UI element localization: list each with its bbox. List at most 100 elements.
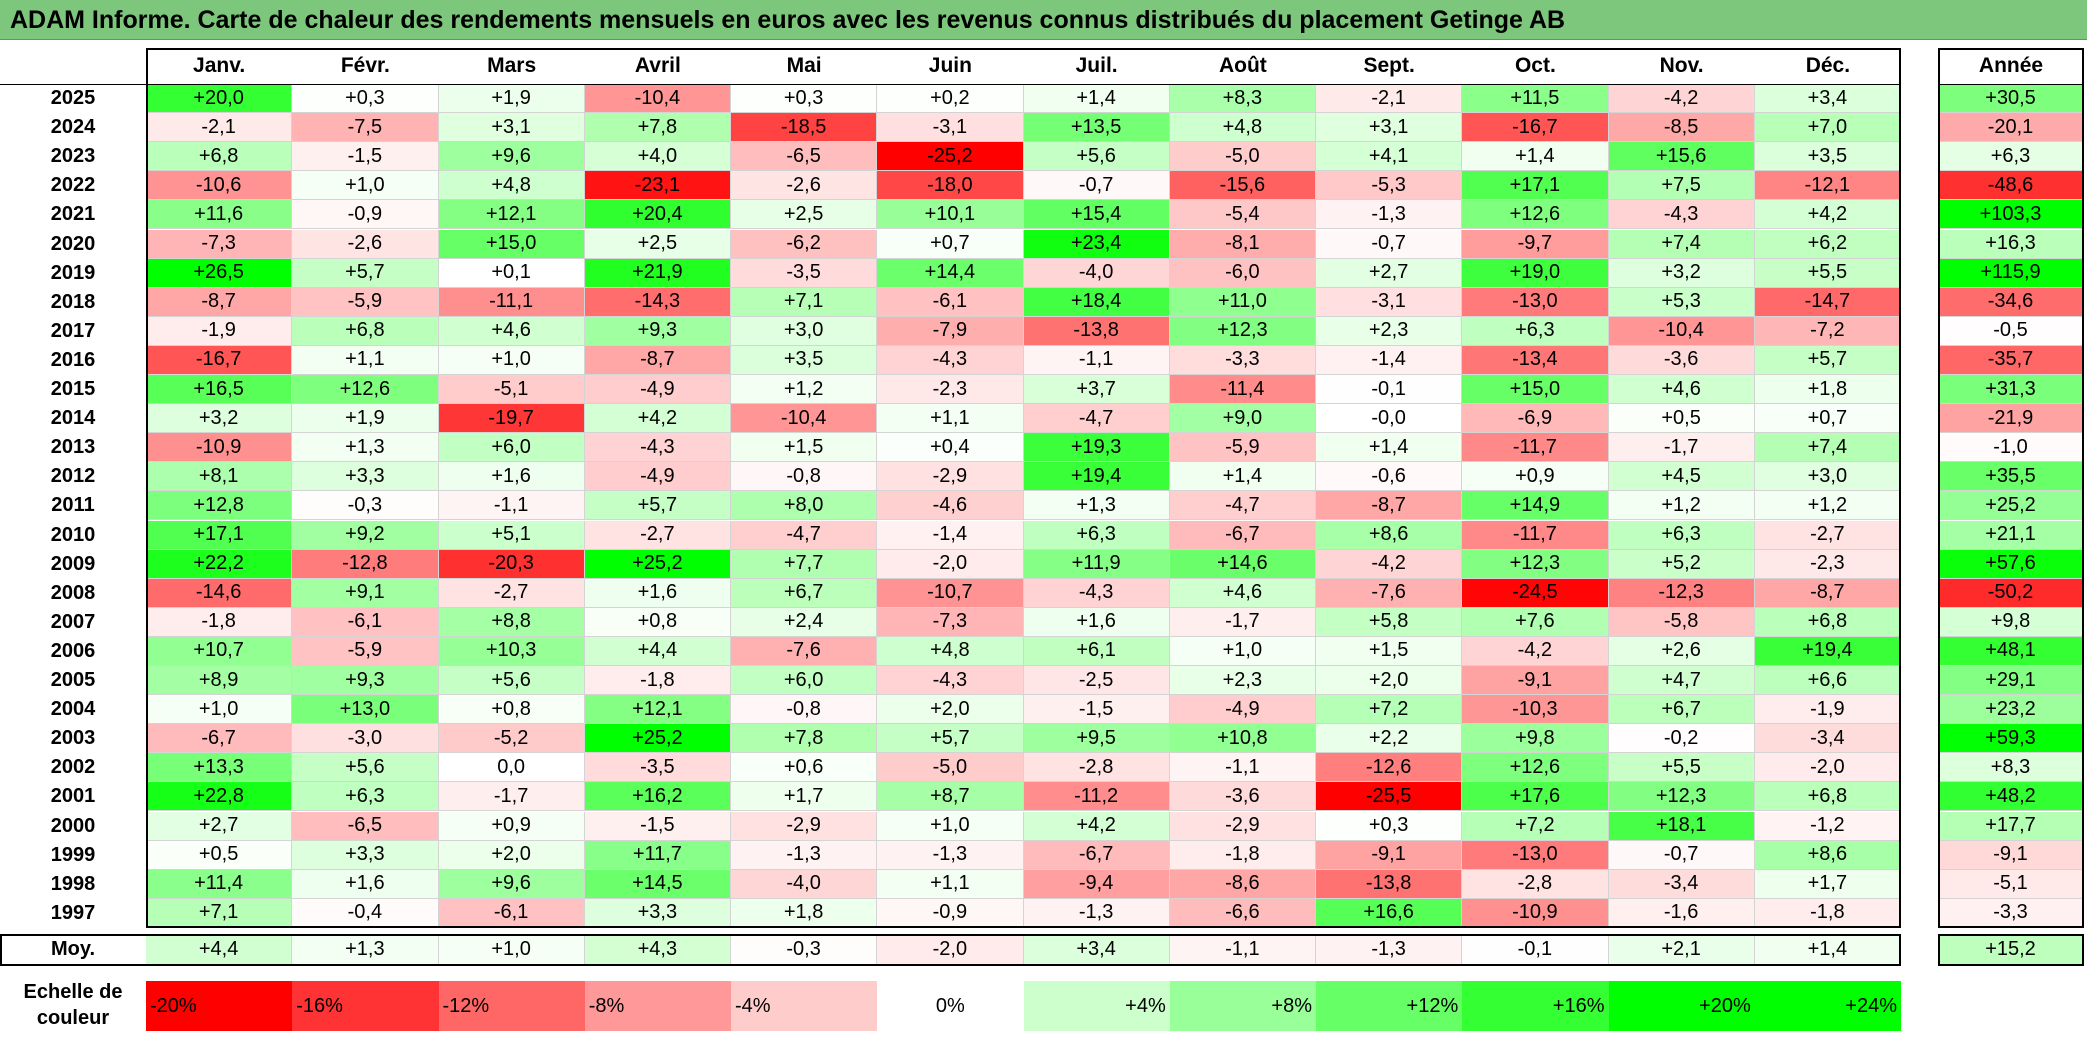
row-year-label: 2024 bbox=[50, 116, 96, 139]
color-scale-stop: +4% bbox=[1023, 981, 1170, 1031]
heatmap-cell: -3,5 bbox=[584, 753, 731, 783]
heatmap-cell: -5,9 bbox=[292, 636, 439, 666]
heatmap-cell: +14,6 bbox=[1169, 549, 1316, 579]
column-header: Juil. bbox=[1075, 54, 1118, 77]
heatmap-cell: +12,6 bbox=[1462, 753, 1609, 783]
annual-cell: +31,3 bbox=[1938, 375, 2084, 405]
annual-cell: +9,8 bbox=[1938, 607, 2084, 637]
color-scale-stop: +20% bbox=[1608, 981, 1755, 1031]
heatmap-cell: +1,1 bbox=[877, 404, 1024, 434]
heatmap-cell: +0,3 bbox=[292, 84, 439, 114]
annual-cell: -50,2 bbox=[1938, 578, 2084, 608]
heatmap-cell: -5,2 bbox=[438, 724, 585, 754]
heatmap-cell: +20,4 bbox=[584, 200, 731, 230]
heatmap-cell: -24,5 bbox=[1462, 578, 1609, 608]
header-separator bbox=[0, 84, 1901, 85]
heatmap-cell: +3,0 bbox=[1754, 462, 1901, 492]
heatmap-cell: 0,0 bbox=[438, 753, 585, 783]
heatmap-cell: -10,4 bbox=[731, 404, 878, 434]
heatmap-cell: -1,4 bbox=[1316, 345, 1463, 375]
heatmap-cell: +5,5 bbox=[1608, 753, 1755, 783]
row-year-label: 2001 bbox=[50, 785, 96, 808]
heatmap-cell: +10,3 bbox=[438, 636, 585, 666]
annual-cell: -48,6 bbox=[1938, 171, 2084, 201]
heatmap-cell: +11,7 bbox=[584, 840, 731, 870]
heatmap-cell: +3,7 bbox=[1023, 375, 1170, 405]
heatmap-cell: +9,3 bbox=[292, 666, 439, 696]
heatmap-cell: -0,0 bbox=[1316, 404, 1463, 434]
heatmap-cell: -2,1 bbox=[146, 113, 293, 143]
heatmap-cell: -3,1 bbox=[1316, 287, 1463, 317]
heatmap-cell: +9,5 bbox=[1023, 724, 1170, 754]
heatmap-cell: +11,9 bbox=[1023, 549, 1170, 579]
heatmap-cell: -12,3 bbox=[1608, 578, 1755, 608]
heatmap-cell: +1,4 bbox=[1169, 462, 1316, 492]
annual-cell: -20,1 bbox=[1938, 113, 2084, 143]
heatmap-cell: -9,7 bbox=[1462, 229, 1609, 259]
column-header: Déc. bbox=[1805, 54, 1851, 77]
heatmap-cell: +1,2 bbox=[731, 375, 878, 405]
heatmap-cell: -7,6 bbox=[1316, 578, 1463, 608]
heatmap-cell: -1,2 bbox=[1754, 811, 1901, 841]
heatmap-cell: +22,8 bbox=[146, 782, 293, 812]
heatmap-cell: -1,6 bbox=[1608, 898, 1755, 928]
heatmap-cell: +26,5 bbox=[146, 258, 293, 288]
annual-cell: -0,5 bbox=[1938, 316, 2084, 346]
heatmap-cell: -9,4 bbox=[1023, 869, 1170, 899]
header-separator bbox=[1938, 84, 2084, 85]
heatmap-cell: -4,7 bbox=[1169, 491, 1316, 521]
heatmap-cell: +19,4 bbox=[1754, 636, 1901, 666]
heatmap-cell: +1,0 bbox=[1169, 636, 1316, 666]
heatmap-cell: +1,6 bbox=[1023, 607, 1170, 637]
heatmap-cell: +7,4 bbox=[1608, 229, 1755, 259]
row-year-label: 2025 bbox=[50, 87, 96, 110]
row-year-label: 2003 bbox=[50, 727, 96, 750]
heatmap-cell: -5,1 bbox=[438, 375, 585, 405]
heatmap-cell: -2,9 bbox=[731, 811, 878, 841]
heatmap-cell: -5,9 bbox=[1169, 433, 1316, 463]
heatmap-cell: +16,2 bbox=[584, 782, 731, 812]
heatmap-cell: +1,0 bbox=[438, 345, 585, 375]
average-row-label: Moy. bbox=[50, 938, 96, 961]
heatmap-cell: -13,8 bbox=[1316, 869, 1463, 899]
heatmap-cell: -10,6 bbox=[146, 171, 293, 201]
heatmap-cell: +0,9 bbox=[1462, 462, 1609, 492]
heatmap-cell: -2,9 bbox=[877, 462, 1024, 492]
heatmap-cell: +1,6 bbox=[438, 462, 585, 492]
heatmap-cell: +5,2 bbox=[1608, 549, 1755, 579]
heatmap-cell: -7,6 bbox=[731, 636, 878, 666]
average-cell: +2,1 bbox=[1608, 933, 1755, 966]
column-header: Avril bbox=[634, 54, 681, 77]
heatmap-cell: -1,5 bbox=[1023, 695, 1170, 725]
heatmap-cell: +4,2 bbox=[1754, 200, 1901, 230]
heatmap-cell: -16,7 bbox=[1462, 113, 1609, 143]
heatmap-cell: +6,8 bbox=[1754, 782, 1901, 812]
heatmap-cell: -0,9 bbox=[292, 200, 439, 230]
heatmap-cell: -4,9 bbox=[584, 462, 731, 492]
heatmap-cell: +5,5 bbox=[1754, 258, 1901, 288]
heatmap-cell: +25,2 bbox=[584, 549, 731, 579]
column-header: Juin bbox=[928, 54, 972, 77]
heatmap-cell: +1,1 bbox=[877, 869, 1024, 899]
heatmap-cell: +3,5 bbox=[1754, 142, 1901, 172]
heatmap-cell: -12,6 bbox=[1316, 753, 1463, 783]
heatmap-cell: +5,1 bbox=[438, 520, 585, 550]
heatmap-cell: +20,0 bbox=[146, 84, 293, 114]
heatmap-cell: +22,2 bbox=[146, 549, 293, 579]
row-year-label: 2009 bbox=[50, 552, 96, 575]
heatmap-cell: -8,7 bbox=[1754, 578, 1901, 608]
heatmap-cell: +15,0 bbox=[1462, 375, 1609, 405]
heatmap-cell: -14,3 bbox=[584, 287, 731, 317]
annual-cell: +25,2 bbox=[1938, 491, 2084, 521]
heatmap-cell: +3,0 bbox=[731, 316, 878, 346]
heatmap-cell: +0,7 bbox=[877, 229, 1024, 259]
annual-cell: +103,3 bbox=[1938, 200, 2084, 230]
annual-cell: +57,6 bbox=[1938, 549, 2084, 579]
heatmap-cell: -2,3 bbox=[877, 375, 1024, 405]
annual-cell: +29,1 bbox=[1938, 666, 2084, 696]
color-scale-label-line2: couleur bbox=[36, 1007, 110, 1029]
heatmap-cell: -8,1 bbox=[1169, 229, 1316, 259]
row-year-label: 2022 bbox=[50, 174, 96, 197]
heatmap-cell: -11,7 bbox=[1462, 520, 1609, 550]
heatmap-cell: +6,1 bbox=[1023, 636, 1170, 666]
